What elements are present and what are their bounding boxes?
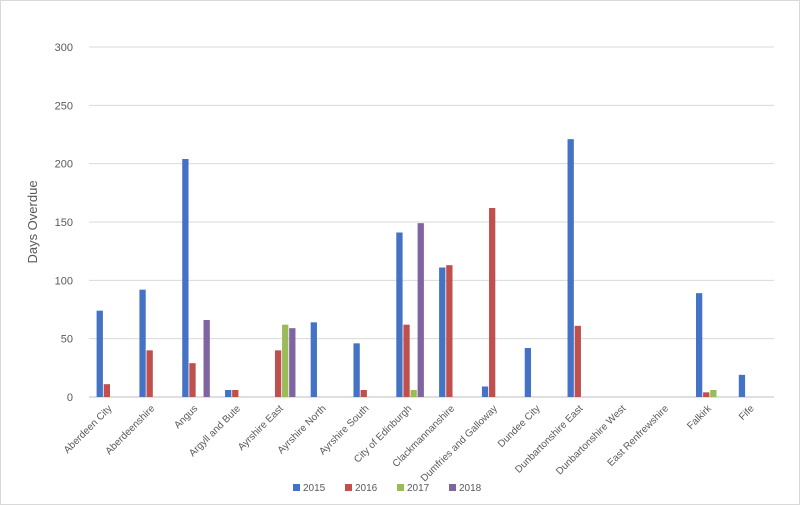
bar-2018-4 (289, 328, 296, 397)
y-tick-label: 50 (61, 334, 73, 346)
bar-2015-11 (567, 139, 574, 397)
x-category-label: Dumfries and Galloway (419, 403, 500, 484)
bar-2015-3 (225, 390, 232, 397)
bar-2015-5 (310, 322, 317, 397)
bar-2016-1 (146, 350, 153, 397)
legend-label-2017: 2017 (407, 483, 430, 494)
legend-swatch-2017 (397, 484, 404, 491)
bar-2015-14 (695, 293, 703, 397)
legend: 2015 2016 2017 2018 (293, 483, 482, 494)
legend-label-2015: 2015 (303, 483, 326, 494)
bar-2016-3 (232, 390, 239, 397)
bar-2018-2 (203, 320, 210, 397)
legend-swatch-2016 (345, 484, 352, 491)
bars (96, 139, 746, 397)
y-tick-label: 100 (55, 275, 73, 287)
bar-2018-7 (417, 223, 424, 397)
legend-label-2016: 2016 (355, 483, 378, 494)
x-category-label: Falkirk (685, 403, 714, 432)
bar-2017-14 (710, 390, 717, 397)
legend-swatch-2015 (293, 484, 300, 491)
bar-2015-0 (96, 310, 103, 397)
x-category-label: Dundee City (496, 403, 543, 450)
bar-2015-8 (439, 267, 446, 397)
y-axis-ticks: 0 50 100 150 200 250 300 (55, 42, 73, 404)
bar-2016-0 (103, 384, 111, 397)
bar-2015-7 (396, 232, 403, 397)
legend-label-2018: 2018 (459, 483, 482, 494)
bar-2015-6 (353, 343, 360, 397)
bar-2015-2 (182, 159, 189, 397)
x-category-label: Fife (737, 403, 757, 423)
x-category-label: Angus (172, 403, 200, 431)
bar-2015-15 (738, 374, 746, 397)
y-tick-label: 300 (55, 42, 73, 54)
y-tick-label: 0 (67, 392, 73, 404)
bar-2016-9 (489, 208, 496, 397)
bar-2015-1 (139, 289, 146, 397)
bar-2016-4 (274, 350, 282, 397)
bar-2016-7 (403, 324, 410, 397)
bar-2015-10 (524, 348, 532, 397)
gridlines (89, 46, 774, 398)
bar-2016-14 (703, 392, 710, 397)
bar-2016-6 (360, 390, 367, 397)
bar-2017-7 (410, 390, 417, 397)
bar-2016-11 (574, 325, 581, 397)
bar-2017-4 (282, 324, 289, 397)
bar-2016-2 (189, 363, 196, 397)
y-axis-title: Days Overdue (25, 180, 40, 263)
bar-2016-8 (446, 265, 453, 397)
y-tick-label: 250 (55, 100, 73, 112)
legend-swatch-2018 (449, 484, 456, 491)
y-tick-label: 150 (55, 217, 73, 229)
bar-2015-9 (481, 386, 489, 397)
y-tick-label: 200 (55, 159, 73, 171)
